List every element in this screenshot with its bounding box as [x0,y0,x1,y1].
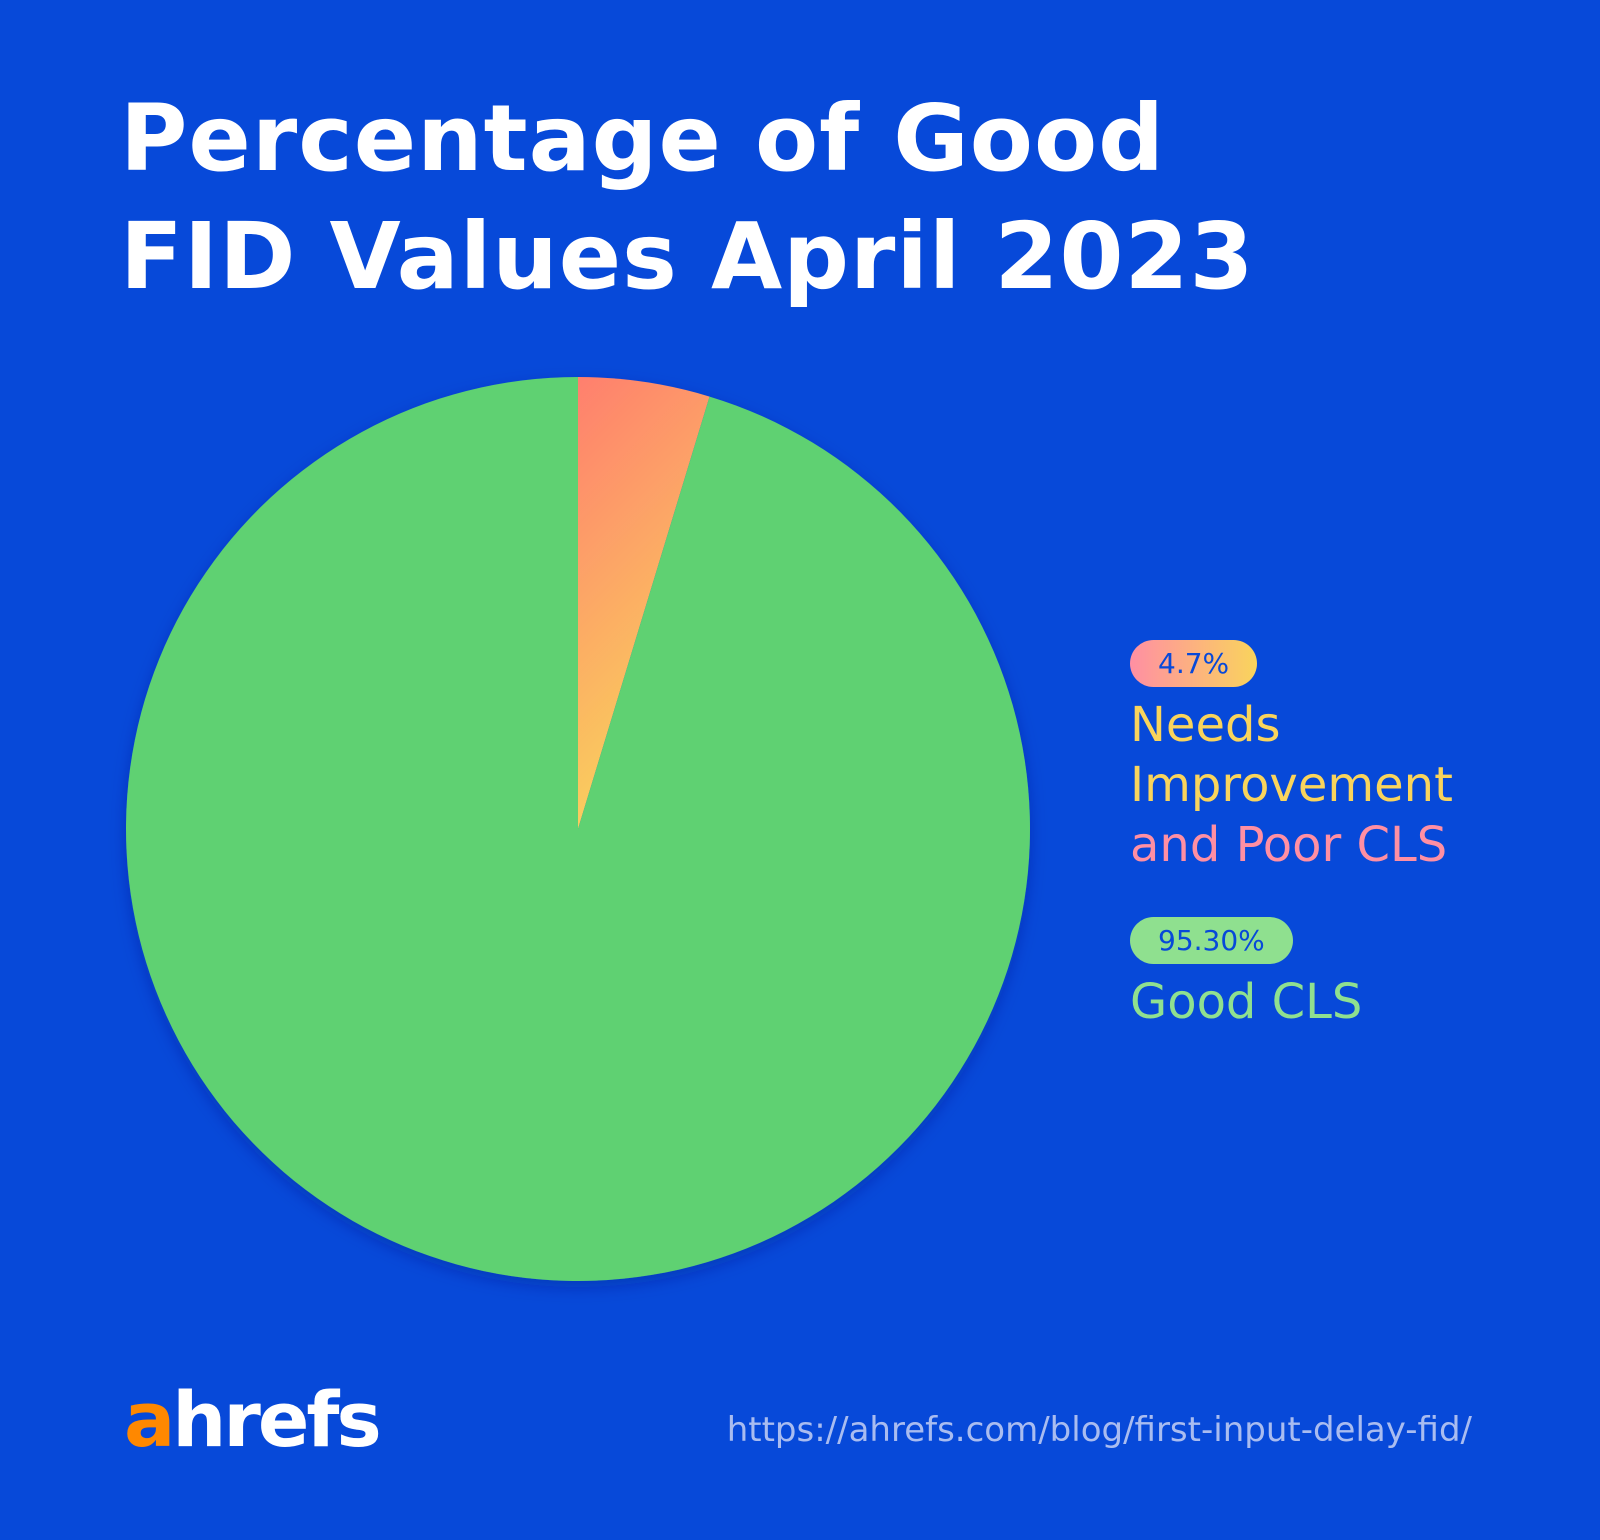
logo-rest: hrefs [172,1375,381,1464]
legend-label: Good CLS [1130,974,1363,1030]
legend-item-needs-improvement: 4.7% Needs Improvement and Poor CLS [1130,640,1453,875]
legend-line: Improvement [1130,757,1453,813]
legend-item-good: 95.30% Good CLS [1130,917,1362,1032]
value-badge: 95.30% [1130,917,1293,964]
source-url: https://ahrefs.com/blog/first-input-dela… [726,1410,1472,1450]
pie-slice-good [125,377,1030,1282]
pie-slice-needs-improvement [578,377,710,829]
logo-a: a [124,1375,175,1464]
legend-line: and Poor CLS [1130,817,1448,873]
legend-line: Needs [1130,697,1281,753]
legend-label: Needs Improvement and Poor CLS [1130,695,1453,875]
title-line-1: Percentage of Good [120,85,1166,192]
chart-title: Percentage of Good FID Values April 2023 [120,80,1255,316]
value-badge: 4.7% [1130,640,1258,687]
ahrefs-logo: ahrefs [124,1375,382,1464]
title-line-2: FID Values April 2023 [120,203,1255,310]
